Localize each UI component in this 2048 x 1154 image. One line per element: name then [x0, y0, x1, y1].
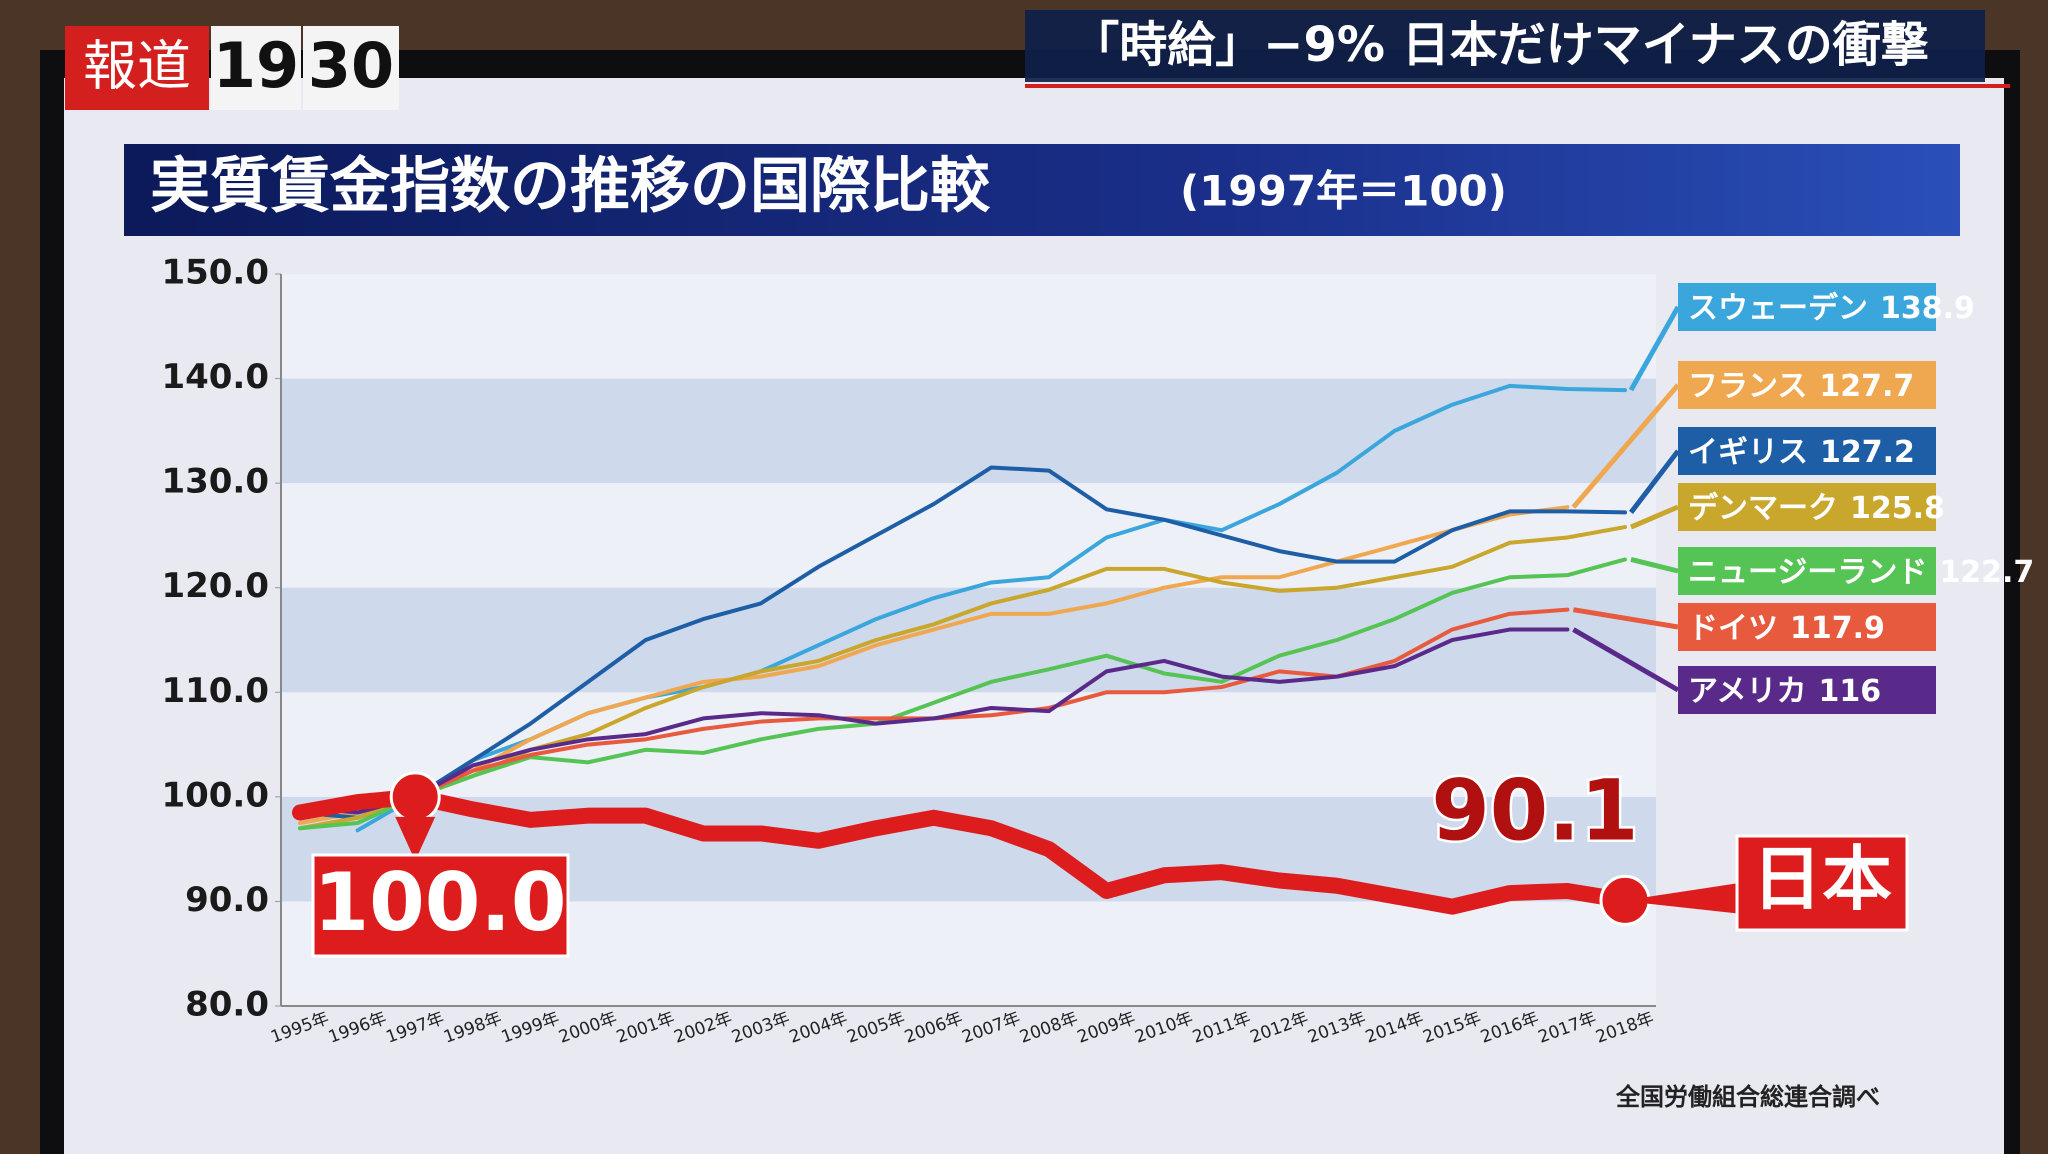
legend-value: 122.7	[1939, 555, 2034, 590]
legend-value: 127.2	[1820, 435, 1915, 470]
y-tick-label: 90.0	[185, 880, 269, 920]
legend-value: 117.9	[1790, 611, 1885, 646]
legend-connector	[1628, 305, 1681, 392]
headline: 「時給」−9% 日本だけマイナスの衝撃	[1071, 17, 1928, 73]
y-tick-label: 120.0	[161, 566, 269, 606]
legend-name: フランス	[1688, 369, 1807, 404]
legend-entry: イギリス 127.2	[1688, 435, 1915, 470]
logo-text: 報道	[83, 35, 191, 98]
logo-box	[211, 26, 301, 110]
legend-name: ドイツ	[1688, 611, 1778, 646]
legend-name: スウェーデン	[1688, 291, 1868, 326]
data-dot	[389, 771, 441, 823]
logo-box	[65, 26, 209, 110]
legend-name: イギリス	[1688, 435, 1808, 470]
y-tick-label: 130.0	[161, 462, 269, 502]
legend-name: アメリカ	[1688, 674, 1807, 709]
data-label: 100.0	[313, 856, 566, 949]
legend-value: 127.7	[1819, 369, 1914, 404]
legend-name: ニュージーランド	[1688, 555, 1927, 590]
plot: 80.090.0100.0110.0120.0130.0140.0150.019…	[161, 253, 2034, 1048]
y-tick-label: 110.0	[161, 671, 269, 711]
legend-connector	[1630, 557, 1679, 574]
legend-value: 116	[1819, 674, 1882, 709]
legend-entry: ドイツ 117.9	[1688, 611, 1885, 646]
legend-box	[1678, 361, 1936, 409]
legend-box	[1735, 834, 1909, 932]
legend-name: 日本	[1752, 838, 1892, 920]
data-label-box	[311, 853, 570, 958]
title-bar	[124, 144, 1960, 236]
legend-box	[1678, 427, 1936, 475]
legend-entry: デンマーク 125.8	[1688, 491, 1945, 526]
headline-banner	[1025, 10, 1985, 82]
line-japan	[292, 788, 1633, 915]
label-pointer	[395, 816, 436, 861]
legend-entry: ニュージーランド 122.7	[1688, 555, 2034, 590]
legend-box	[1678, 547, 1936, 595]
legend-connector	[1629, 449, 1680, 514]
line-series	[298, 465, 1627, 820]
source-note: 全国労働組合総連合調べ	[1615, 1083, 1880, 1111]
legend-box	[1678, 283, 1936, 331]
logo-text: 19	[213, 29, 299, 102]
data-label: 90.1	[1431, 761, 1638, 859]
legend-box	[1678, 603, 1936, 651]
legend-box	[1678, 666, 1936, 714]
legend-connector	[1572, 607, 1679, 630]
y-tick-label: 100.0	[161, 775, 269, 815]
legend-entry: スウェーデン 138.9	[1688, 291, 1975, 326]
chart-title: 実質賃金指数の推移の国際比較	[150, 152, 991, 222]
legend-connector	[1571, 383, 1680, 509]
logo-text: 30	[308, 29, 394, 102]
y-tick-label: 150.0	[161, 253, 269, 293]
chart-subtitle: (1997年＝100)	[1180, 167, 1507, 216]
legend-value: 138.9	[1880, 291, 1975, 326]
y-tick-label: 140.0	[161, 357, 269, 397]
legend-entry: アメリカ 116	[1688, 674, 1881, 709]
legend-connector	[1572, 627, 1680, 693]
data-dot	[1599, 874, 1651, 926]
legend-connector	[1630, 504, 1679, 530]
legend-name: デンマーク	[1688, 491, 1838, 526]
legend-entry: フランス 127.7	[1688, 369, 1914, 404]
grid-band	[281, 378, 1656, 484]
logo-box	[303, 26, 399, 110]
line-series	[298, 505, 1570, 825]
y-tick-label: 80.0	[185, 985, 269, 1025]
line-series	[298, 557, 1627, 831]
line-series	[298, 627, 1570, 815]
legend-box	[1678, 483, 1936, 531]
legend-value: 125.8	[1850, 491, 1945, 526]
